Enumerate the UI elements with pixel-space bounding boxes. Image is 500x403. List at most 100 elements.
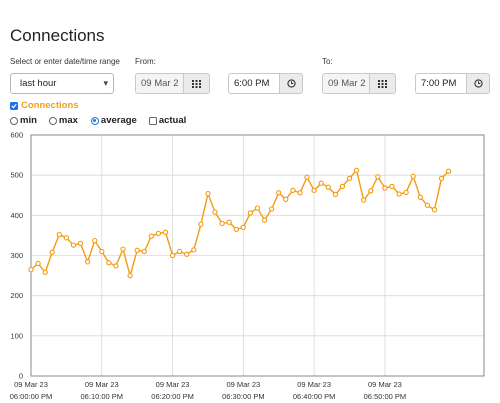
data-point[interactable]: [42, 269, 48, 276]
data-point[interactable]: [254, 205, 261, 211]
data-point[interactable]: [184, 251, 190, 257]
connections-checkbox[interactable]: [10, 101, 18, 110]
x-tick-time: 06:00:00 PM: [10, 392, 53, 401]
data-point[interactable]: [410, 173, 416, 180]
to-date-input[interactable]: 09 Mar 2: [322, 73, 369, 94]
data-point[interactable]: [141, 248, 147, 255]
y-tick-label: 0: [19, 372, 23, 381]
data-point[interactable]: [120, 246, 126, 252]
min-radio[interactable]: [10, 116, 18, 125]
data-point[interactable]: [346, 175, 353, 182]
data-point[interactable]: [361, 197, 367, 203]
to-time-input[interactable]: 7:00 PM: [415, 73, 466, 94]
data-point[interactable]: [35, 260, 41, 267]
to-label: To:: [322, 57, 333, 66]
max-label: max: [58, 115, 78, 126]
actual-checkbox[interactable]: [148, 116, 157, 125]
data-point[interactable]: [212, 209, 218, 215]
data-point[interactable]: [332, 191, 339, 198]
average-radio[interactable]: [90, 116, 99, 125]
data-point[interactable]: [318, 180, 324, 186]
data-point[interactable]: [424, 202, 431, 208]
data-point[interactable]: [276, 190, 282, 196]
data-point[interactable]: [162, 229, 169, 235]
series-toggle[interactable]: Connections: [10, 100, 79, 111]
from-time-input[interactable]: 6:00 PM: [228, 73, 279, 94]
data-point[interactable]: [63, 235, 70, 241]
data-point[interactable]: [247, 210, 254, 216]
data-point[interactable]: [219, 220, 225, 227]
data-point[interactable]: [176, 248, 183, 255]
data-point[interactable]: [339, 183, 346, 190]
data-point[interactable]: [70, 242, 77, 248]
data-point[interactable]: [445, 168, 452, 174]
data-point[interactable]: [205, 190, 211, 197]
data-point[interactable]: [56, 231, 62, 238]
data-point[interactable]: [113, 263, 119, 269]
y-tick-label: 100: [10, 331, 23, 340]
data-point[interactable]: [49, 249, 55, 255]
data-point[interactable]: [325, 184, 331, 190]
to-time-picker[interactable]: 7:00 PM: [415, 73, 490, 94]
data-point[interactable]: [304, 174, 310, 180]
data-point[interactable]: [169, 252, 176, 259]
data-point[interactable]: [84, 259, 91, 265]
data-point[interactable]: [99, 248, 105, 255]
data-point[interactable]: [375, 174, 381, 180]
data-point[interactable]: [431, 207, 438, 213]
to-clock-button[interactable]: [466, 73, 490, 94]
calendar-grid-icon: [378, 79, 387, 88]
chart-grid: [30, 134, 484, 377]
actual-option[interactable]: actual: [148, 115, 186, 126]
data-point[interactable]: [233, 226, 239, 233]
data-point[interactable]: [353, 167, 360, 173]
from-clock-button[interactable]: [279, 73, 303, 94]
data-point[interactable]: [240, 224, 246, 231]
data-point[interactable]: [92, 237, 98, 244]
data-point[interactable]: [368, 188, 374, 194]
data-point[interactable]: [191, 247, 197, 253]
data-point[interactable]: [148, 233, 154, 239]
data-point[interactable]: [382, 185, 388, 191]
average-option[interactable]: average: [90, 115, 137, 126]
to-calendar-button[interactable]: [369, 73, 396, 94]
range-label: Select or enter date/time range: [10, 57, 120, 66]
data-point[interactable]: [290, 187, 296, 194]
max-option[interactable]: max: [48, 115, 78, 126]
data-point[interactable]: [226, 219, 232, 225]
x-tick-time: 06:20:00 PM: [151, 392, 194, 401]
connections-label: Connections: [21, 100, 79, 111]
clock-icon: [473, 79, 483, 88]
data-point[interactable]: [127, 272, 133, 279]
range-select[interactable]: last hour ▾: [10, 73, 114, 94]
to-date-picker[interactable]: 09 Mar 2: [322, 73, 396, 94]
data-point[interactable]: [198, 221, 204, 227]
average-label: average: [100, 115, 137, 126]
min-option[interactable]: min: [10, 115, 37, 126]
y-tick-label: 400: [10, 211, 23, 220]
data-point[interactable]: [261, 217, 268, 223]
data-point[interactable]: [311, 187, 317, 194]
data-point[interactable]: [155, 230, 162, 237]
data-point[interactable]: [403, 189, 409, 196]
max-radio[interactable]: [48, 116, 57, 125]
data-point[interactable]: [77, 240, 84, 247]
data-point[interactable]: [417, 194, 423, 200]
data-point[interactable]: [396, 191, 402, 197]
from-time-picker[interactable]: 6:00 PM: [228, 73, 303, 94]
data-point[interactable]: [134, 247, 140, 253]
data-point[interactable]: [269, 206, 275, 212]
x-tick-time: 06:50:00 PM: [364, 392, 407, 401]
data-point[interactable]: [106, 260, 112, 266]
data-point[interactable]: [389, 183, 395, 190]
data-point[interactable]: [438, 175, 445, 182]
from-date-input[interactable]: 09 Mar 2: [135, 73, 183, 94]
y-tick-label: 500: [10, 171, 23, 180]
data-point[interactable]: [28, 266, 34, 273]
data-point[interactable]: [283, 196, 289, 202]
from-calendar-button[interactable]: [183, 73, 210, 94]
x-tick-date: 09 Mar 23: [226, 380, 260, 389]
x-axis: 09 Mar 23 06:00:00 PM 09 Mar 23 06:10:00 PM…: [10, 380, 406, 401]
from-date-picker[interactable]: 09 Mar 2: [135, 73, 210, 94]
data-point[interactable]: [297, 190, 303, 196]
